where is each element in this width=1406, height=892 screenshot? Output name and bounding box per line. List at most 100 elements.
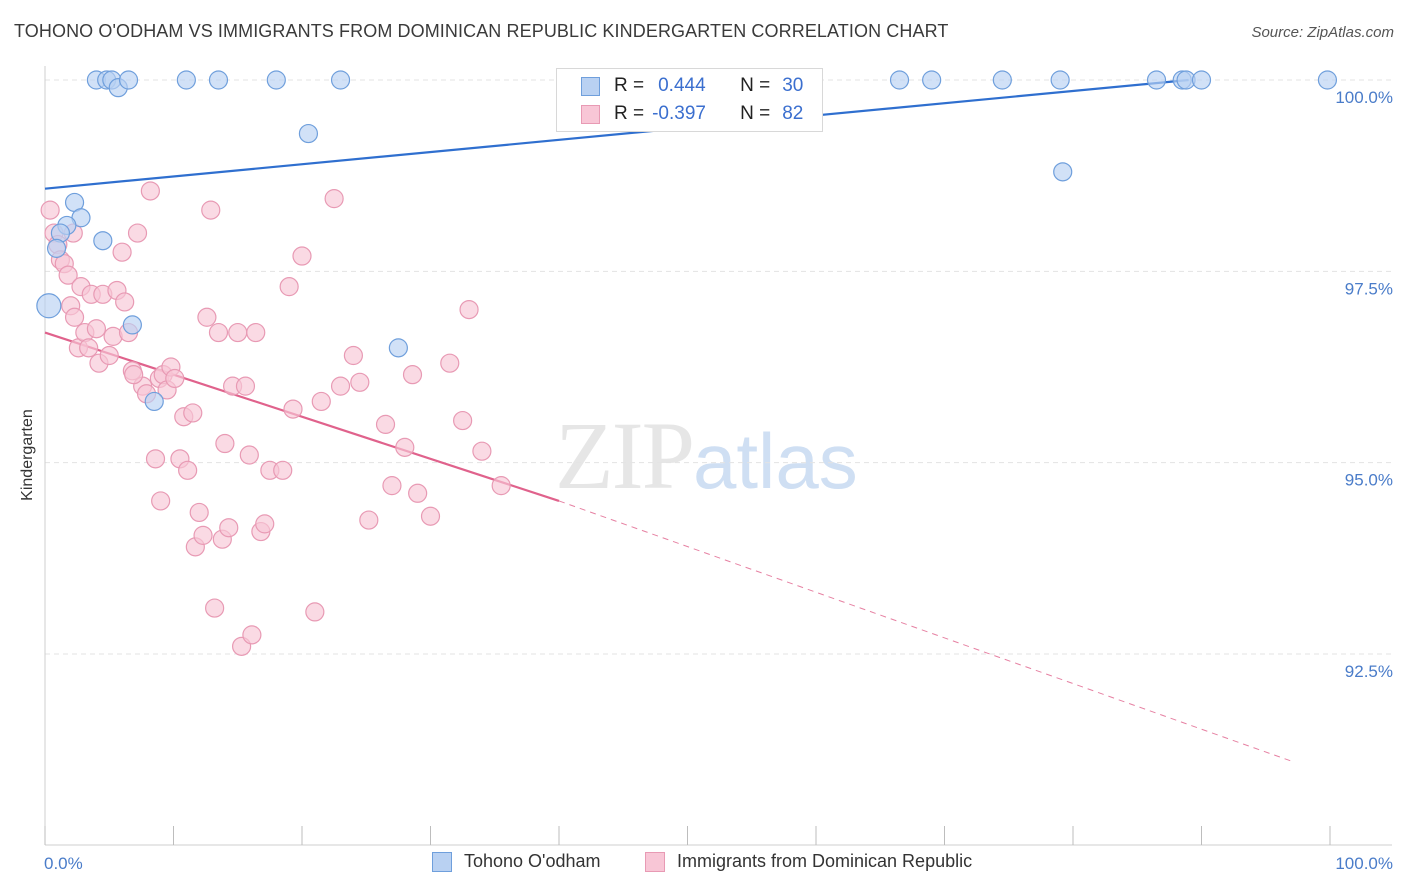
point-pink — [205, 598, 225, 618]
point-blue — [992, 70, 1012, 90]
point-pink — [453, 410, 473, 431]
point-pink — [440, 353, 460, 373]
point-pink — [375, 414, 396, 434]
stats-legend: R = 0.444 N = 30 R = -0.397 N = 82 — [556, 68, 823, 132]
point-pink — [359, 510, 379, 530]
axes — [44, 66, 1392, 846]
bottom-legend-tohono: Tohono O'odham — [432, 851, 601, 872]
point-pink — [472, 441, 492, 461]
watermark-atlas: atlas — [693, 417, 858, 505]
bottom-legend-label: Tohono O'odham — [464, 851, 601, 871]
point-pink — [115, 292, 135, 312]
point-pink — [239, 445, 259, 465]
legend-n-label: N = — [740, 103, 771, 124]
y-tick-label: 95.0% — [1345, 471, 1393, 490]
legend-swatch-blue — [581, 76, 600, 96]
legend-r-label: R = — [614, 75, 645, 96]
trend-line-blue — [44, 78, 1189, 190]
point-blue — [1053, 162, 1073, 182]
gridlines — [45, 79, 1392, 655]
legend-n-value: 82 — [782, 103, 804, 124]
point-pink — [145, 449, 166, 469]
point-blue — [144, 391, 164, 412]
legend-r-label: R = — [614, 103, 645, 124]
data-points — [36, 70, 1338, 656]
point-blue — [93, 231, 113, 251]
source-label: Source: ZipAtlas.com — [1251, 24, 1394, 41]
point-blue — [122, 315, 142, 335]
point-pink — [40, 200, 60, 220]
point-pink — [242, 625, 262, 645]
point-pink — [283, 399, 303, 419]
point-pink — [408, 483, 428, 503]
legend-swatch-pink — [581, 104, 600, 124]
bottom-legend-swatch-blue — [432, 851, 452, 872]
point-pink — [79, 338, 99, 358]
point-blue — [1050, 70, 1070, 90]
point-pink — [99, 345, 119, 366]
point-pink — [64, 307, 85, 327]
point-blue — [266, 70, 286, 90]
point-pink — [330, 376, 351, 396]
point-pink — [395, 437, 415, 457]
point-pink — [183, 403, 203, 423]
point-pink — [58, 265, 78, 285]
trend-line-extension-pink — [558, 500, 1292, 762]
point-pink — [402, 365, 423, 385]
y-tick-label: 97.5% — [1345, 279, 1393, 298]
point-pink — [151, 491, 171, 511]
point-pink — [311, 391, 331, 412]
point-blue — [388, 338, 408, 358]
legend-r-value: -0.397 — [652, 103, 706, 124]
point-pink — [235, 376, 256, 396]
point-pink — [273, 460, 293, 480]
point-pink — [382, 476, 402, 496]
point-blue — [1191, 70, 1212, 90]
legend-row-dominican: R = -0.397 N = 82 — [581, 101, 803, 127]
point-blue — [36, 293, 62, 319]
y-tick-label: 100.0% — [1335, 88, 1393, 107]
legend-row-tohono: R = 0.444 N = 30 — [581, 73, 803, 99]
point-pink — [279, 277, 299, 297]
point-pink — [292, 246, 312, 266]
tick-labels: 100.0% 97.5% 95.0% 92.5% 0.0% 100.0% — [44, 88, 1393, 873]
point-pink — [324, 189, 344, 209]
point-pink — [201, 200, 221, 220]
point-pink — [305, 602, 325, 622]
point-pink — [189, 502, 209, 523]
chart-title: TOHONO O'ODHAM VS IMMIGRANTS FROM DOMINI… — [14, 21, 949, 41]
point-pink — [343, 345, 363, 366]
point-blue — [208, 70, 229, 90]
point-pink — [228, 322, 248, 343]
point-pink — [140, 181, 160, 201]
point-pink — [219, 518, 239, 538]
point-blue — [298, 123, 319, 144]
point-pink — [86, 319, 107, 339]
bottom-legend-dominican: Immigrants from Dominican Republic — [645, 851, 972, 872]
point-blue — [1317, 70, 1338, 90]
bottom-legend-swatch-pink — [645, 851, 665, 872]
y-tick-label: 92.5% — [1345, 662, 1393, 681]
point-blue — [889, 70, 910, 90]
watermark: ZIPatlas — [555, 400, 858, 511]
point-pink — [165, 368, 185, 389]
point-blue — [118, 70, 139, 90]
point-pink — [255, 514, 275, 534]
trend-lines — [44, 78, 1292, 762]
point-pink — [350, 372, 370, 392]
point-pink — [420, 506, 441, 526]
point-blue — [46, 238, 67, 258]
point-blue — [176, 70, 196, 90]
x-tick-label: 100.0% — [1335, 854, 1393, 873]
trend-line-pink — [44, 331, 560, 502]
point-pink — [124, 365, 144, 385]
point-blue — [922, 70, 942, 90]
point-pink — [246, 322, 266, 343]
point-pink — [178, 460, 198, 480]
point-pink — [112, 242, 132, 262]
point-blue — [330, 70, 351, 90]
point-pink — [193, 525, 213, 545]
legend-n-label: N = — [740, 75, 771, 96]
bottom-legend-label: Immigrants from Dominican Republic — [677, 851, 973, 871]
